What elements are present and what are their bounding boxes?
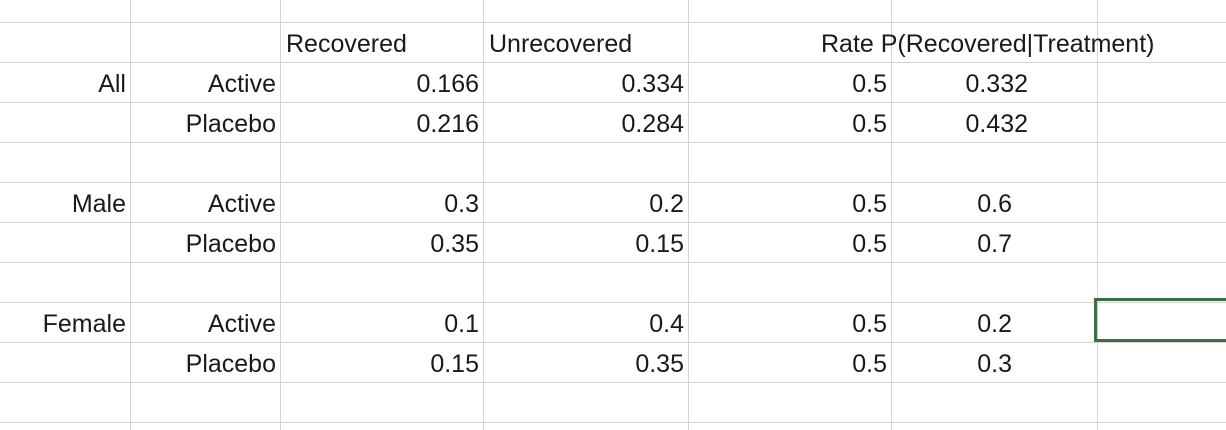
unrecovered-cell[interactable]: 0.35 [484,343,688,382]
treatment-cell[interactable]: Placebo [131,103,280,142]
group-label-female[interactable]: Female [0,303,130,342]
grid-line [0,342,1226,343]
grid-line [0,182,1226,183]
group-label-male[interactable]: Male [0,183,130,222]
grid-line [0,422,1226,423]
probability-cell[interactable]: 0.5 [689,343,891,382]
header-rate[interactable]: Rate P(Recovered|Treatment) [821,30,1155,58]
probability-cell[interactable]: 0.5 [689,223,891,262]
rate-cell[interactable]: 0.432 [965,110,1028,138]
probability-cell[interactable]: 0.5 [689,183,891,222]
recovered-cell[interactable]: 0.216 [281,103,483,142]
treatment-cell[interactable]: Placebo [131,343,280,382]
header-unrecovered[interactable]: Unrecovered [484,23,688,62]
header-recovered[interactable]: Recovered [281,23,483,62]
recovered-cell[interactable]: 0.1 [281,303,483,342]
unrecovered-cell[interactable]: 0.15 [484,223,688,262]
unrecovered-cell[interactable]: 0.4 [484,303,688,342]
grid-line [0,262,1226,263]
probability-cell[interactable]: 0.5 [689,103,891,142]
grid-line [0,302,1226,303]
grid-line [0,62,1226,63]
grid-line [130,0,131,430]
treatment-cell[interactable]: Active [131,183,280,222]
grid-line [891,0,892,430]
grid-line [280,0,281,430]
recovered-cell[interactable]: 0.166 [281,63,483,102]
grid-line [0,102,1226,103]
rate-cell[interactable]: 0.7 [977,230,1012,258]
unrecovered-cell[interactable]: 0.2 [484,183,688,222]
recovered-cell[interactable]: 0.15 [281,343,483,382]
treatment-cell[interactable]: Active [131,63,280,102]
treatment-cell[interactable]: Placebo [131,223,280,262]
recovered-cell[interactable]: 0.3 [281,183,483,222]
active-cell-selection[interactable] [1094,298,1226,342]
grid-line [1097,0,1098,430]
treatment-cell[interactable]: Active [131,303,280,342]
recovered-cell[interactable]: 0.35 [281,223,483,262]
rate-cell[interactable]: 0.6 [977,190,1012,218]
grid-line [0,142,1226,143]
group-label-all[interactable]: All [0,63,130,102]
rate-cell[interactable]: 0.3 [977,350,1012,378]
rate-cell[interactable]: 0.332 [965,70,1028,98]
grid-line [0,222,1226,223]
rate-cell[interactable]: 0.2 [977,310,1012,338]
unrecovered-cell[interactable]: 0.284 [484,103,688,142]
unrecovered-cell[interactable]: 0.334 [484,63,688,102]
probability-cell[interactable]: 0.5 [689,303,891,342]
grid-line [0,382,1226,383]
grid-line [688,0,689,430]
grid-line [0,22,1226,23]
grid-line [483,0,484,430]
probability-cell[interactable]: 0.5 [689,63,891,102]
